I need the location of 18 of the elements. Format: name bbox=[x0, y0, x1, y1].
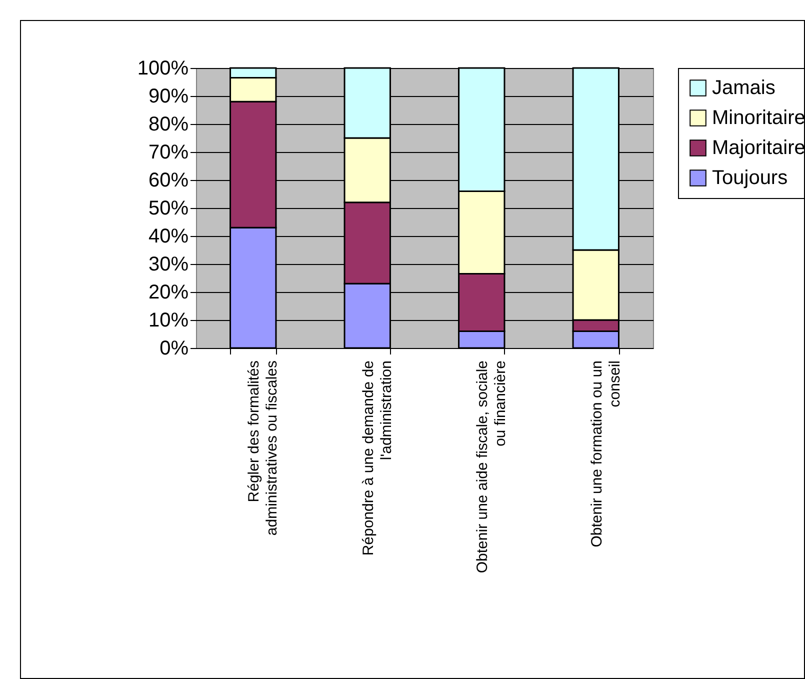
x-tick-label: Régler des formalités administratives ou fiscales bbox=[246, 360, 281, 536]
y-tick-label: 80% bbox=[148, 114, 189, 136]
y-tick-label: 30% bbox=[148, 254, 189, 276]
legend-label: Jamais bbox=[712, 77, 776, 99]
y-tick-label: 40% bbox=[148, 226, 189, 248]
y-tick-label: 70% bbox=[148, 142, 189, 164]
y-tick-label: 60% bbox=[148, 170, 189, 192]
legend-label: Minoritaire bbox=[712, 107, 805, 129]
legend-label: Toujours bbox=[712, 167, 788, 189]
y-tick-label: 20% bbox=[148, 282, 189, 304]
y-tick-label: 90% bbox=[148, 86, 189, 108]
x-tick-label: Obtenir une formation ou un conseil bbox=[588, 360, 624, 548]
y-tick-label: 50% bbox=[148, 198, 189, 220]
y-tick-label: 0% bbox=[160, 338, 189, 360]
y-tick-label: 100% bbox=[137, 58, 189, 80]
x-tick-label: Obtenir une aide fiscale, sociale ou financière bbox=[474, 360, 510, 574]
legend-label: Majoritaire bbox=[712, 137, 805, 159]
y-tick-label: 10% bbox=[148, 310, 189, 332]
